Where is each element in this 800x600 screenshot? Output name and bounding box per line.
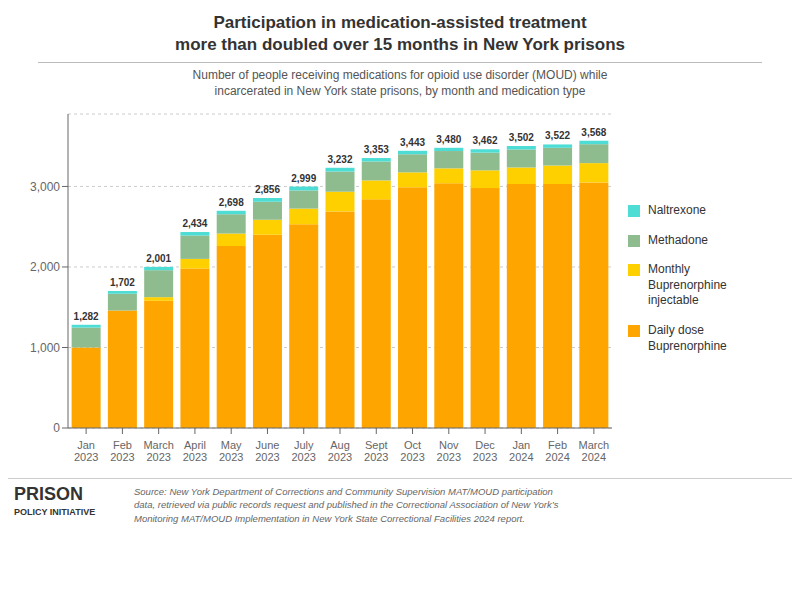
html-text:data, retrieved via public rec: data, retrieved via public records reque… — [134, 499, 559, 511]
svg-text:3,502: 3,502 — [509, 132, 534, 143]
svg-text:Nov2023: Nov2023 — [437, 438, 461, 463]
svg-text:March2024: March2024 — [579, 438, 610, 463]
svg-text:Aug2023: Aug2023 — [328, 438, 352, 463]
svg-text:2,856: 2,856 — [255, 184, 280, 195]
svg-text:3,480: 3,480 — [436, 133, 461, 144]
svg-text:2,000: 2,000 — [30, 260, 60, 274]
svg-text:June2023: June2023 — [255, 438, 279, 463]
svg-text:3,000: 3,000 — [30, 179, 60, 193]
svg-text:3,568: 3,568 — [581, 126, 606, 137]
svg-text:Feb2024: Feb2024 — [545, 438, 569, 463]
svg-text:3,462: 3,462 — [473, 135, 498, 146]
svg-text:2,434: 2,434 — [182, 218, 207, 229]
svg-text:March2023: March2023 — [143, 438, 174, 463]
svg-text:2,999: 2,999 — [291, 172, 316, 183]
svg-text:1,282: 1,282 — [74, 310, 99, 321]
html-text:Monitoring MAT/MOUD Implementa: Monitoring MAT/MOUD Implementation in Ne… — [134, 513, 525, 525]
svg-text:Oct2023: Oct2023 — [400, 438, 424, 463]
svg-text:0: 0 — [53, 421, 60, 435]
html-text:POLICY INITIATIVE: POLICY INITIATIVE — [14, 507, 96, 518]
svg-text:Jan2024: Jan2024 — [509, 438, 533, 463]
svg-text:Feb2023: Feb2023 — [110, 438, 134, 463]
html-text:Methadone: Methadone — [648, 232, 708, 247]
svg-text:3,443: 3,443 — [400, 136, 425, 147]
html-text:PRISON: PRISON — [14, 483, 83, 504]
svg-text:July2023: July2023 — [291, 438, 315, 463]
html-text:Participation in medication-as: Participation in medication-assisted tre… — [175, 13, 625, 55]
html-text:Naltrexone: Naltrexone — [648, 203, 706, 217]
svg-text:Dec2023: Dec2023 — [473, 438, 497, 463]
svg-text:Jan2023: Jan2023 — [74, 438, 98, 463]
svg-text:3,353: 3,353 — [364, 144, 389, 155]
svg-text:May2023: May2023 — [219, 438, 243, 463]
svg-text:Sept2023: Sept2023 — [364, 438, 388, 463]
html-text:Number of people receiving med: Number of people receiving medications f… — [192, 68, 608, 99]
svg-text:1,702: 1,702 — [110, 277, 135, 288]
svg-text:2,001: 2,001 — [146, 252, 171, 263]
html-text:Monthly Buprenorphine injectab: Monthly Buprenorphine injectable — [648, 262, 727, 308]
html-text:Daily dose Buprenorphine: Daily dose Buprenorphine — [648, 323, 727, 353]
svg-text:3,522: 3,522 — [545, 130, 570, 141]
html-text:Source: New York Department of: Source: New York Department of Correctio… — [134, 485, 553, 497]
svg-text:1,000: 1,000 — [30, 340, 60, 354]
svg-text:2,698: 2,698 — [219, 196, 244, 207]
svg-text:3,232: 3,232 — [327, 153, 352, 164]
svg-text:April2023: April2023 — [183, 438, 207, 463]
